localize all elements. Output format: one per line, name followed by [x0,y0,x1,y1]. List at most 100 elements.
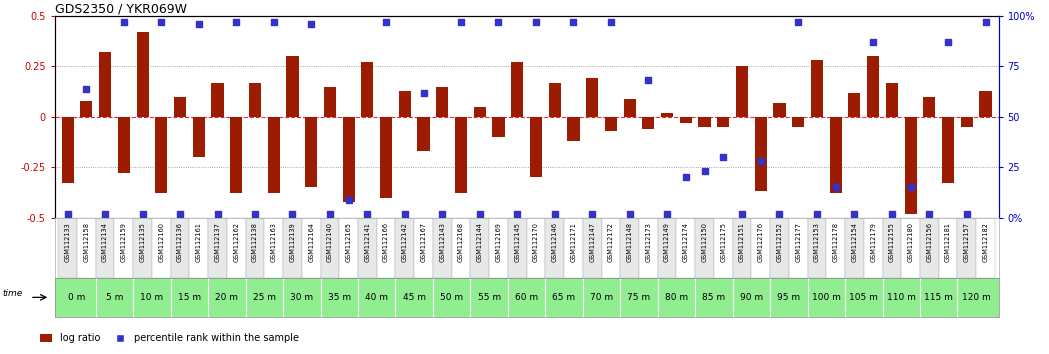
Point [828,185,844,190]
Text: GSM112133: GSM112133 [65,222,70,262]
Text: 100 m: 100 m [812,293,840,302]
Text: GSM112180: GSM112180 [907,222,914,262]
Point [845,211,862,217]
Point [659,211,676,217]
Bar [677,218,695,278]
Bar [568,117,579,141]
Bar [642,117,655,129]
Point [809,211,826,217]
Point [697,169,713,174]
Bar [171,218,190,278]
Bar [882,218,901,278]
Bar [489,218,508,278]
Text: 15 m: 15 m [178,293,201,302]
Point [583,211,600,217]
Text: 40 m: 40 m [365,293,388,302]
Point [621,211,638,217]
Bar [773,103,786,117]
Bar [339,218,358,278]
Bar [99,52,111,117]
Text: GSM112159: GSM112159 [121,222,127,262]
Bar [811,60,823,117]
Text: GSM112166: GSM112166 [383,222,389,262]
Bar [863,218,882,278]
Text: GSM112168: GSM112168 [458,222,464,262]
Point [303,21,320,27]
Bar [958,218,977,278]
Bar [511,62,523,117]
Point [977,19,993,25]
Text: 80 m: 80 m [665,293,688,302]
Point [415,90,432,96]
Text: GSM112178: GSM112178 [833,222,839,262]
Bar [961,117,972,127]
Text: GSM112152: GSM112152 [776,222,783,262]
Point [78,86,94,91]
Bar [283,218,302,278]
Text: GSM112144: GSM112144 [476,222,483,262]
Text: 95 m: 95 m [777,293,800,302]
Bar [133,218,152,278]
Point [321,211,338,217]
Text: GDS2350 / YKR069W: GDS2350 / YKR069W [55,3,187,16]
Text: 25 m: 25 m [253,293,276,302]
Bar [658,218,677,278]
Bar [868,56,879,117]
Point [565,19,582,25]
Bar [377,218,395,278]
Point [602,19,619,25]
Point [528,19,544,25]
Bar [302,218,321,278]
Bar [59,218,77,278]
Bar [736,67,748,117]
Text: GSM112147: GSM112147 [590,222,595,262]
Bar [152,218,171,278]
Text: GSM112143: GSM112143 [440,222,446,262]
Bar [155,117,168,194]
Bar [980,91,991,117]
Text: 20 m: 20 m [215,293,238,302]
Text: 70 m: 70 m [590,293,613,302]
Text: GSM112139: GSM112139 [290,222,296,262]
Text: GSM112151: GSM112151 [738,222,745,262]
Point [640,78,657,83]
Bar [474,107,486,117]
Point [190,21,207,27]
Bar [792,117,805,127]
Text: 55 m: 55 m [477,293,500,302]
Point [490,19,507,25]
Bar [808,218,827,278]
Bar [530,117,542,177]
Text: GSM112182: GSM112182 [983,222,988,262]
Text: GSM112175: GSM112175 [721,222,726,262]
Point [452,19,469,25]
Bar [939,218,958,278]
Text: GSM112150: GSM112150 [702,222,708,262]
Bar [361,62,373,117]
Text: GSM112173: GSM112173 [645,222,651,262]
Text: GSM112155: GSM112155 [889,222,895,262]
Bar [114,218,133,278]
Bar [321,218,339,278]
Text: GSM112142: GSM112142 [402,222,408,262]
Legend: log ratio, percentile rank within the sample: log ratio, percentile rank within the sa… [37,330,303,347]
Text: GSM112177: GSM112177 [795,222,801,262]
Text: GSM112161: GSM112161 [196,222,201,262]
Bar [527,218,545,278]
Text: time: time [3,289,23,298]
Bar [227,218,245,278]
Bar [623,99,636,117]
Bar [751,218,770,278]
Bar [901,218,920,278]
Text: 60 m: 60 m [515,293,538,302]
Text: 35 m: 35 m [327,293,350,302]
Point [714,154,731,160]
Bar [639,218,658,278]
Bar [545,218,564,278]
Text: 10 m: 10 m [141,293,164,302]
Bar [605,117,617,131]
Text: GSM112136: GSM112136 [177,222,184,262]
Text: 110 m: 110 m [886,293,916,302]
Text: GSM112145: GSM112145 [514,222,520,262]
Point [284,211,301,217]
